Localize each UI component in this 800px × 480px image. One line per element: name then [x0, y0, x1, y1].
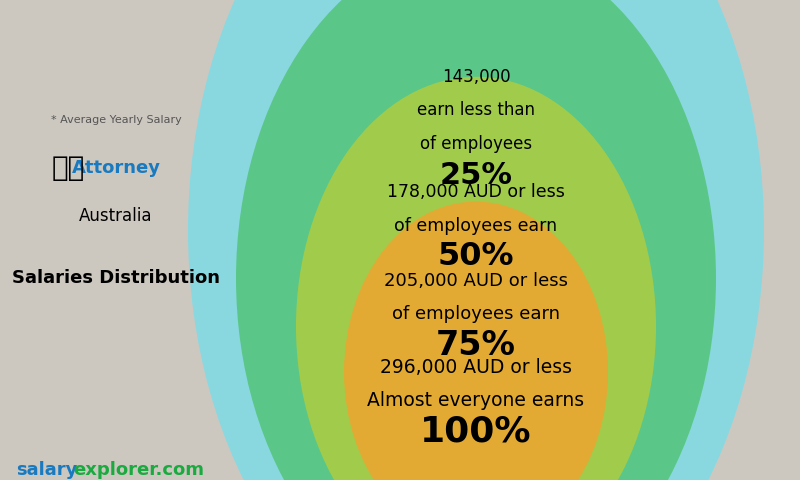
Ellipse shape — [296, 77, 656, 480]
Ellipse shape — [236, 0, 716, 480]
Text: of employees: of employees — [420, 135, 532, 153]
Text: salary: salary — [16, 461, 78, 479]
Text: of employees earn: of employees earn — [392, 305, 560, 324]
Text: 205,000 AUD or less: 205,000 AUD or less — [384, 272, 568, 290]
Text: 25%: 25% — [439, 161, 513, 190]
Ellipse shape — [188, 0, 764, 480]
Text: 75%: 75% — [436, 329, 516, 362]
Text: Australia: Australia — [79, 207, 153, 225]
Text: * Average Yearly Salary: * Average Yearly Salary — [50, 115, 182, 125]
Text: 143,000: 143,000 — [442, 68, 510, 86]
Text: 🇦🇺: 🇦🇺 — [51, 154, 85, 182]
Text: 50%: 50% — [438, 241, 514, 272]
Text: explorer.com: explorer.com — [74, 461, 205, 479]
Ellipse shape — [344, 202, 608, 480]
Text: 178,000 AUD or less: 178,000 AUD or less — [387, 183, 565, 201]
Text: Salaries Distribution: Salaries Distribution — [12, 269, 220, 288]
Text: earn less than: earn less than — [417, 101, 535, 120]
Text: 100%: 100% — [420, 415, 532, 449]
Text: Attorney: Attorney — [71, 159, 161, 177]
Text: 296,000 AUD or less: 296,000 AUD or less — [380, 358, 572, 377]
Text: Almost everyone earns: Almost everyone earns — [367, 391, 585, 410]
Text: of employees earn: of employees earn — [394, 216, 558, 235]
